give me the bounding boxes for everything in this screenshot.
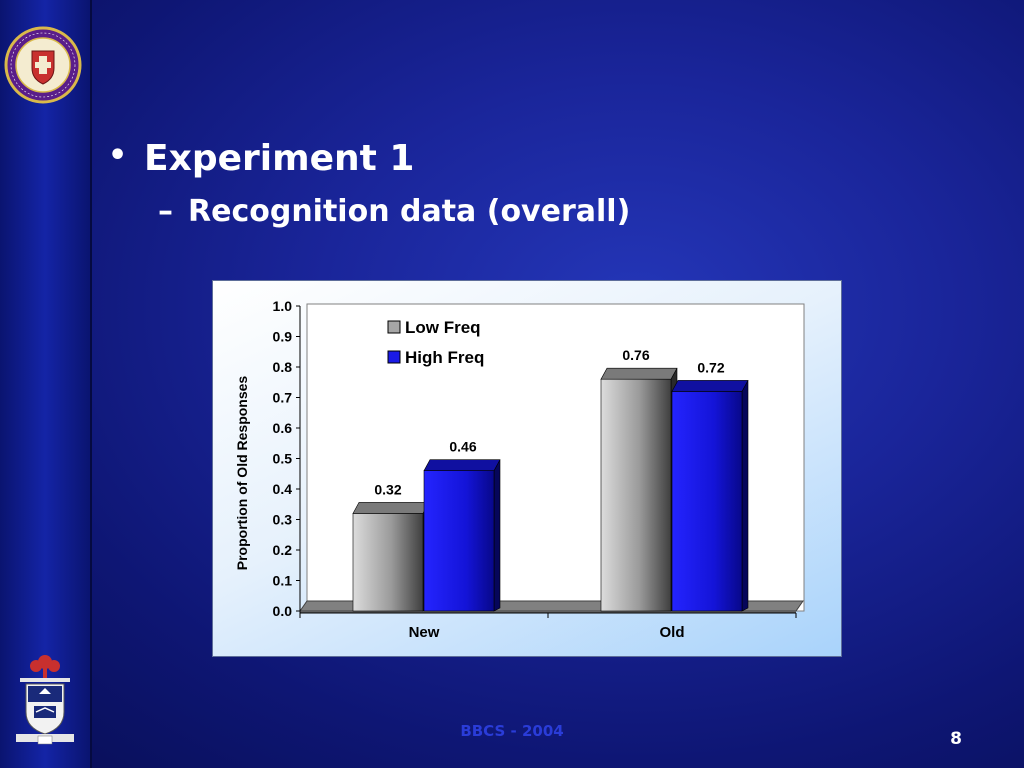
bar-top <box>671 380 749 392</box>
bullet-dot-icon: • <box>108 138 128 173</box>
bar <box>600 378 672 612</box>
sub-bullet-text: Recognition data (overall) <box>188 194 631 229</box>
x-tick-label: Old <box>660 624 685 641</box>
y-tick-label: 0.2 <box>273 542 293 558</box>
y-tick-label: 0.4 <box>273 481 293 497</box>
x-tick-label: New <box>409 624 440 641</box>
university-crest-icon <box>16 655 74 745</box>
y-tick-label: 0.9 <box>273 329 293 345</box>
bar <box>352 513 424 612</box>
bar-top <box>423 459 501 471</box>
data-label: 0.76 <box>622 347 649 363</box>
legend-swatch <box>387 320 401 334</box>
legend-label: High Freq <box>405 348 484 367</box>
data-label: 0.46 <box>449 439 476 455</box>
footer-text: BBCS - 2004 <box>460 722 564 740</box>
y-tick-label: 0.6 <box>273 420 293 436</box>
bar-side <box>493 459 501 612</box>
sidebar-divider <box>90 0 92 768</box>
legend-label: Low Freq <box>405 318 481 337</box>
data-label: 0.32 <box>374 481 401 497</box>
chart-area: 0.0 0.1 0.2 0.3 0.4 0.5 0.6 0.7 0.8 0.9 1.0 0.32 0.4… <box>212 280 842 657</box>
y-tick-label: 1.0 <box>273 298 293 314</box>
page-number: 8 <box>950 729 962 749</box>
university-seal-icon <box>4 26 82 104</box>
legend-swatch <box>387 350 401 364</box>
y-tick-label: 0.5 <box>273 451 293 467</box>
y-tick-label: 0.0 <box>273 603 293 619</box>
y-tick-label: 0.8 <box>273 359 293 375</box>
y-axis-label: Proportion of Old Responses <box>234 376 250 571</box>
sidebar <box>0 0 90 768</box>
bar <box>671 391 743 612</box>
bar <box>423 470 495 612</box>
bullet-text: Experiment 1 <box>144 138 415 179</box>
y-tick-label: 0.3 <box>273 512 293 528</box>
bar-top <box>352 502 430 514</box>
y-tick-label: 0.7 <box>273 390 293 406</box>
data-label: 0.72 <box>697 359 724 375</box>
sub-bullet-dash-icon: – <box>158 194 173 229</box>
bar-side <box>741 380 749 612</box>
y-tick-label: 0.1 <box>273 573 293 589</box>
bar-chart: 0.0 0.1 0.2 0.3 0.4 0.5 0.6 0.7 0.8 0.9 1.0 0.32 0.4… <box>234 298 805 641</box>
bar-top <box>600 367 678 380</box>
